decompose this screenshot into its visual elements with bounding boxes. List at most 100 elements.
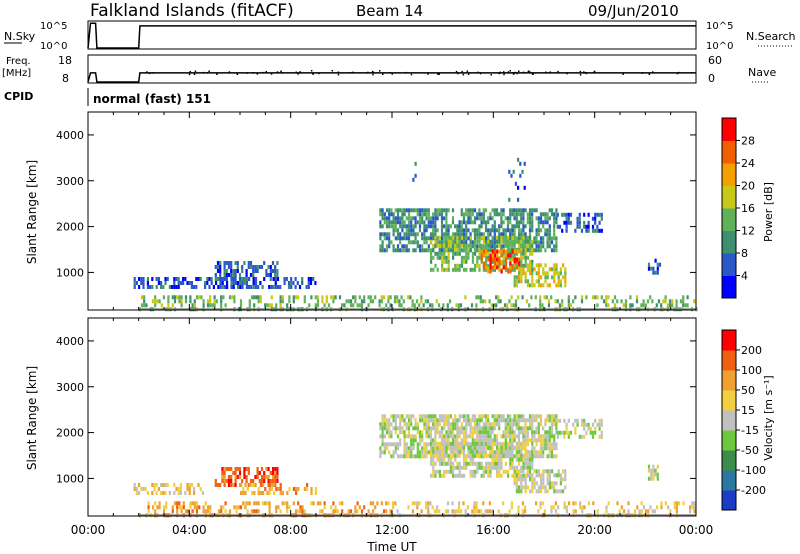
heatmap-cell: [585, 228, 588, 233]
heatmap-cell: [421, 446, 424, 451]
heatmap-cell: [537, 485, 540, 490]
heatmap-cell: [515, 457, 518, 462]
heatmap-cell: [458, 453, 461, 458]
heatmap-cell: [522, 228, 525, 233]
heatmap-cell: [509, 441, 512, 446]
heatmap-cell: [405, 426, 408, 431]
heatmap-cell: [447, 248, 450, 253]
nave-dot: [498, 72, 500, 75]
heatmap-cell: [465, 220, 468, 225]
heatmap-cell: [485, 243, 488, 248]
date-label: 09/Jun/2010: [588, 2, 679, 20]
heatmap-cell: [403, 446, 406, 451]
heatmap-cell: [502, 244, 505, 249]
heatmap-cell: [133, 285, 136, 289]
heatmap-cell: [548, 414, 551, 419]
heatmap-cell: [489, 269, 492, 274]
heatmap-cell: [371, 299, 375, 304]
heatmap-cell: [513, 477, 516, 482]
heatmap-cell: [224, 509, 227, 514]
heatmap-cell: [471, 438, 474, 443]
heatmap-cell: [533, 430, 536, 435]
heatmap-cell: [394, 208, 397, 213]
heatmap-cell: [592, 501, 595, 506]
heatmap-cell: [178, 505, 181, 510]
heatmap-cell: [274, 277, 277, 281]
heatmap-cell: [546, 438, 549, 443]
heatmap-cell: [371, 501, 375, 506]
heatmap-cell: [518, 249, 521, 254]
heatmap-cell: [517, 422, 521, 427]
heatmap-cell: [440, 430, 444, 435]
heatmap-cell: [421, 248, 424, 253]
heatmap-cell: [482, 434, 485, 439]
heatmap-cell: [567, 220, 570, 225]
heatmap-cell: [401, 236, 404, 241]
heatmap-cell: [471, 461, 474, 466]
heatmap-cell: [654, 270, 657, 275]
heatmap-cell: [519, 173, 522, 178]
heatmap-cell: [401, 454, 404, 459]
heatmap-cell: [268, 483, 271, 487]
heatmap-cell: [531, 244, 534, 249]
heatmap-cell: [276, 273, 279, 277]
heatmap-cell: [473, 501, 476, 506]
heatmap-cell: [555, 216, 558, 221]
heatmap-cell: [462, 426, 466, 431]
heatmap-cell: [489, 216, 492, 221]
heatmap-cell: [515, 283, 518, 288]
power-ytick-label: 2000: [56, 221, 84, 234]
heatmap-cell: [396, 426, 400, 431]
heatmap-cell: [306, 483, 309, 487]
heatmap-cell: [542, 267, 545, 272]
heatmap-cell: [438, 453, 441, 458]
heatmap-cell: [522, 461, 525, 466]
heatmap-cell: [463, 243, 466, 248]
heatmap-cell: [228, 509, 232, 514]
heatmap-cell: [243, 277, 246, 281]
heatmap-cell: [531, 267, 534, 272]
nave-dot: [206, 72, 209, 74]
heatmap-cell: [579, 501, 582, 506]
heatmap-cell: [447, 469, 450, 474]
heatmap-cell: [545, 295, 548, 300]
heatmap-cell: [396, 434, 400, 439]
heatmap-cell: [292, 281, 295, 285]
heatmap-cell: [225, 277, 228, 281]
heatmap-cell: [254, 281, 258, 285]
heatmap-cell: [509, 243, 512, 248]
heatmap-cell: [502, 265, 505, 270]
heatmap-cell: [379, 248, 382, 253]
heatmap-cell: [456, 434, 459, 439]
heatmap-cell: [352, 303, 355, 308]
heatmap-cell: [238, 273, 242, 277]
heatmap-cell: [652, 468, 655, 473]
heatmap-cell: [542, 434, 545, 439]
heatmap-cell: [421, 430, 424, 435]
heatmap-cell: [533, 236, 536, 241]
nave-dot: [490, 74, 492, 76]
heatmap-cell: [487, 434, 490, 439]
heatmap-cell: [227, 265, 231, 269]
heatmap-cell: [580, 228, 584, 233]
heatmap-cell: [321, 509, 324, 514]
nave-dot: [579, 70, 582, 73]
nave-dot: [676, 72, 679, 75]
velocity-colorbar-segment: [722, 490, 736, 511]
heatmap-cell: [475, 501, 478, 506]
heatmap-cell: [425, 418, 428, 423]
heatmap-cell: [583, 422, 586, 427]
heatmap-cell: [173, 501, 177, 506]
heatmap-cell: [222, 505, 225, 510]
heatmap-cell: [675, 299, 678, 304]
heatmap-cell: [189, 299, 192, 304]
heatmap-cell: [539, 446, 543, 451]
heatmap-cell: [191, 303, 194, 308]
heatmap-cell: [440, 240, 444, 245]
heatmap-cell: [558, 418, 562, 423]
heatmap-cell: [504, 249, 508, 254]
heatmap-cell: [682, 299, 685, 304]
heatmap-cell: [533, 248, 536, 253]
heatmap-cell: [553, 446, 556, 451]
heatmap-cell: [259, 281, 262, 285]
